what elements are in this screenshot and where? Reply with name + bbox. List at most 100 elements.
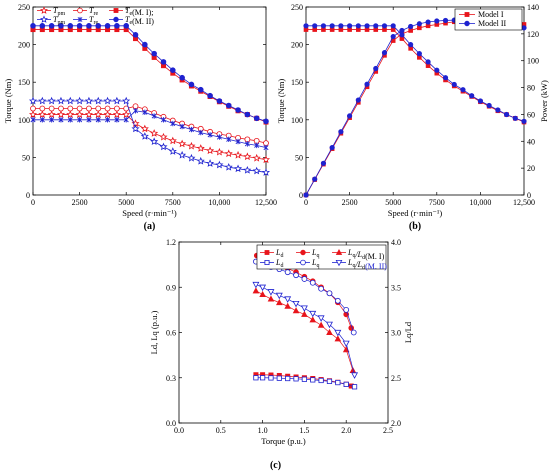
data-point [301, 376, 308, 382]
data-point [112, 96, 121, 105]
x-tick-label: 2500 [72, 198, 88, 207]
data-point [224, 162, 233, 171]
data-point [243, 152, 252, 161]
data-point [67, 22, 74, 29]
y-right-tick-label: 2.5 [391, 374, 401, 383]
data-point [254, 142, 260, 149]
data-point [103, 110, 112, 118]
panel-label-a: (a) [144, 221, 156, 232]
data-point [151, 50, 157, 57]
legend-label-part: T [125, 15, 130, 24]
data-point [168, 147, 177, 155]
series-lq-ld-m-i- [252, 287, 357, 374]
legend-label: Model II [478, 19, 507, 28]
legend-label-part: d [280, 263, 283, 269]
y-axis-label: Torque (Nm) [3, 79, 13, 124]
data-point [168, 136, 177, 145]
data-point [84, 96, 93, 105]
legend-swatch-marker [264, 250, 270, 255]
data-point [140, 132, 149, 140]
data-point [276, 299, 283, 306]
data-point [460, 87, 466, 93]
legend-swatch-marker [300, 249, 306, 256]
legend-box [256, 244, 387, 270]
legend-label-part: q [316, 263, 319, 269]
data-point [293, 376, 299, 382]
series-tre-m-ii- [30, 108, 269, 151]
y-right-tick-label: 40 [527, 137, 535, 146]
data-point [198, 129, 204, 136]
data-point [469, 93, 475, 99]
x-tick-label: 0.0 [174, 426, 184, 435]
data-point [408, 41, 414, 48]
data-point [451, 81, 457, 88]
series-tpm-m-ii- [28, 96, 271, 176]
data-point [381, 50, 388, 56]
data-point [76, 22, 83, 29]
data-point [197, 86, 204, 93]
legend-swatch-marker [113, 16, 119, 23]
data-point [263, 144, 269, 151]
data-point [347, 23, 353, 29]
data-point [309, 310, 317, 318]
data-point [338, 23, 344, 29]
data-point [38, 110, 47, 118]
panel-label-c: (c) [270, 460, 281, 471]
data-point [28, 110, 38, 118]
data-point [381, 23, 388, 29]
data-point [318, 377, 324, 384]
data-point [94, 110, 103, 118]
data-point [28, 96, 38, 105]
data-point [434, 18, 440, 24]
legend-swatch-marker [40, 6, 48, 14]
y-tick-label: 150 [291, 78, 303, 87]
data-point [399, 27, 405, 34]
legend-label-part: re [93, 20, 98, 26]
data-point [252, 153, 261, 162]
data-point [293, 272, 299, 279]
legend-label-part: d [362, 255, 365, 261]
y-tick-label: 0 [299, 191, 303, 200]
y-right-tick-label: 3.0 [391, 329, 401, 338]
legend-label-part: e [129, 11, 132, 17]
legend-label-part: T [89, 15, 94, 24]
data-point [30, 105, 36, 112]
data-point [261, 155, 271, 164]
x-tick-label: 12,500 [513, 198, 535, 207]
data-point [244, 136, 251, 143]
data-point [351, 384, 358, 390]
data-point [39, 117, 45, 123]
y-right-tick-label: 100 [527, 57, 539, 66]
y-tick-label: 200 [18, 41, 30, 50]
y-right-axis-label: Power (kW) [539, 80, 549, 122]
legend-swatch-marker [335, 248, 343, 255]
data-point [58, 117, 64, 123]
data-point [267, 289, 275, 296]
legend-label-part: T [125, 6, 130, 15]
x-tick-label: 1.0 [258, 426, 268, 435]
data-point [103, 96, 112, 105]
data-point [38, 96, 47, 105]
data-point [56, 96, 65, 105]
legend-swatch-marker [464, 12, 470, 17]
legend-swatch-marker [464, 20, 470, 27]
data-point [56, 110, 65, 118]
data-point [132, 103, 139, 110]
data-point [252, 281, 260, 289]
data-point [243, 165, 252, 174]
data-point [196, 156, 205, 165]
data-point [142, 109, 148, 115]
data-point [95, 117, 101, 123]
y-tick-label: 100 [291, 116, 303, 125]
legend-label-part: T [89, 6, 94, 15]
y-tick-label: 0.6 [166, 329, 176, 338]
legend-label-part: d [362, 265, 365, 271]
y-axis-label: Ld, Lq (p.u.) [149, 310, 159, 354]
data-point [66, 96, 75, 105]
data-point [66, 110, 75, 118]
y-right-tick-label: 4.0 [391, 238, 401, 247]
data-point [76, 105, 83, 112]
data-point [224, 149, 233, 158]
data-point [425, 59, 431, 65]
